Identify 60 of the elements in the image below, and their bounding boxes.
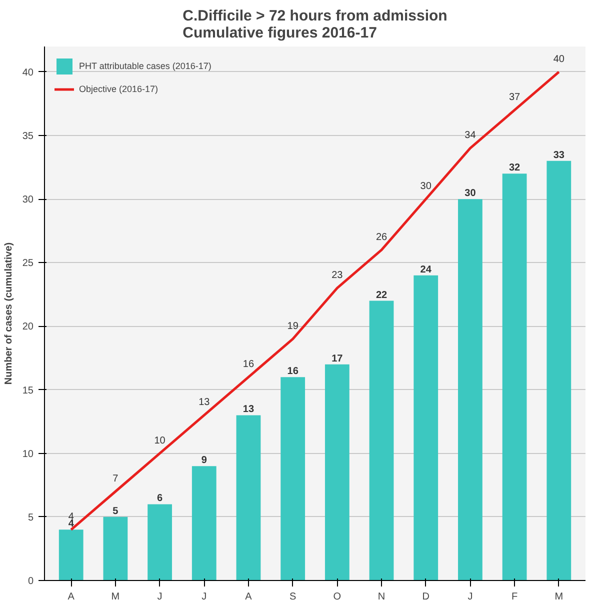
data-label: 40 [553, 54, 565, 65]
x-tick-label: J [202, 592, 207, 602]
x-tick-label: A [245, 592, 252, 602]
x-tick-label: J [468, 592, 473, 602]
y-tick-label: 30 [22, 194, 34, 206]
data-label: 4 [68, 518, 74, 530]
x-tick-label: A [68, 592, 75, 602]
y-tick-label: 5 [28, 512, 34, 524]
data-label: 5 [112, 506, 119, 517]
data-label: 30 [464, 188, 476, 200]
data-label: 22 [376, 290, 388, 301]
data-label: 32 [508, 162, 521, 174]
x-tick-label: D [422, 592, 430, 602]
y-tick-label: 25 [22, 258, 34, 270]
bar [458, 199, 482, 580]
x-tick-label: M [554, 592, 564, 602]
data-label: 7 [112, 474, 119, 484]
data-label: 19 [287, 320, 299, 332]
bar [502, 174, 527, 580]
x-tick-label: O [333, 592, 342, 602]
data-label: 24 [420, 264, 432, 276]
legend-label: PHT attributable cases (2016-17) [79, 61, 212, 71]
data-label: 23 [332, 270, 344, 282]
data-label: 16 [242, 359, 254, 370]
y-tick-label: 20 [22, 322, 34, 333]
bar [103, 516, 128, 580]
data-label: 26 [376, 232, 388, 243]
bar [280, 377, 306, 580]
y-axis-title: Number of cases (cumulative) [3, 242, 14, 385]
data-label: 10 [154, 435, 166, 446]
x-tick-label: J [157, 592, 162, 602]
chart-title: C.Difficile > 72 hours from admission Cumulative figures 2016-17 [182, 8, 448, 42]
x-tick-label: F [511, 592, 518, 602]
data-label: 33 [553, 150, 565, 161]
bar [148, 504, 172, 580]
bar [58, 530, 84, 580]
legend-label: Objective (2016-17) [79, 84, 158, 94]
data-label: 13 [198, 397, 210, 408]
bar [546, 160, 572, 580]
data-label: 37 [508, 92, 521, 104]
data-label: 34 [464, 130, 476, 142]
data-label: 16 [287, 366, 299, 378]
y-tick-label: 15 [22, 385, 34, 396]
x-tick-label: S [289, 592, 296, 602]
x-tick-label: N [378, 592, 386, 602]
data-label: 13 [242, 404, 254, 416]
y-tick-label: 40 [22, 67, 34, 78]
bar [324, 364, 350, 580]
data-label: 30 [420, 181, 432, 192]
y-tick-label: 0 [28, 576, 34, 587]
y-tick-label: 10 [22, 448, 34, 460]
bar [414, 275, 438, 580]
data-label: 6 [157, 493, 164, 504]
data-label: 17 [332, 353, 344, 364]
bar [369, 300, 394, 580]
data-label: 9 [201, 455, 208, 466]
bar [192, 466, 216, 580]
x-tick-label: M [111, 592, 120, 602]
bar [236, 415, 261, 580]
y-tick-label: 35 [22, 131, 34, 142]
